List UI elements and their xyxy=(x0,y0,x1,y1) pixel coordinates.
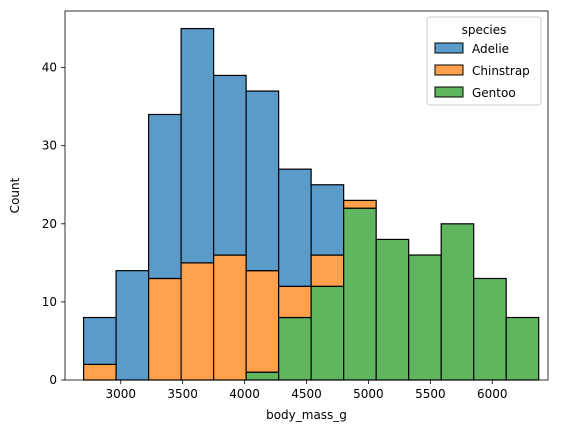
bar-adelie-bin-3 xyxy=(180,27,215,264)
x-tick-label: 5500 xyxy=(415,387,446,401)
y-axis-ticks: 0 10 20 30 40 xyxy=(42,61,65,387)
y-tick-label: 0 xyxy=(49,373,57,387)
adelie-swatch-icon xyxy=(434,42,464,54)
bar-chinstrap-bin-3 xyxy=(180,262,215,381)
x-tick-label: 3000 xyxy=(105,387,136,401)
x-tick-label: 4000 xyxy=(229,387,260,401)
x-axis-ticks: 3000 3500 4000 4500 5000 5500 6000 xyxy=(105,380,508,401)
bar-chinstrap-bin-6 xyxy=(278,285,312,319)
y-tick-label: 40 xyxy=(42,61,57,75)
bar-gentoo-bin-7 xyxy=(310,285,345,381)
y-tick-label: 30 xyxy=(42,139,57,153)
x-tick-label: 3500 xyxy=(167,387,198,401)
bar-chinstrap-bin-0 xyxy=(82,363,117,381)
bar-gentoo-bin-5 xyxy=(245,371,280,381)
bar-gentoo-bin-6 xyxy=(278,316,312,381)
bar-adelie-bin-1 xyxy=(115,270,150,381)
chinstrap-swatch-icon xyxy=(434,64,464,76)
bar-adelie-bin-2 xyxy=(147,113,182,280)
bar-chinstrap-bin-7 xyxy=(310,254,345,287)
legend-entries: Adelie Chinstrap Gentoo xyxy=(434,42,530,100)
legend-label-adelie: Adelie xyxy=(472,42,509,56)
bar-gentoo-bin-11 xyxy=(440,223,475,381)
bar-adelie-bin-6 xyxy=(278,168,312,287)
x-axis-label: body_mass_g xyxy=(266,408,347,422)
bar-adelie-bin-7 xyxy=(310,184,345,256)
legend: species Adelie Chinstrap Gentoo xyxy=(426,16,542,106)
x-tick-label: 6000 xyxy=(477,387,508,401)
legend-label-gentoo: Gentoo xyxy=(472,86,516,100)
bar-chinstrap-bin-2 xyxy=(147,277,182,381)
bar-adelie-bin-0 xyxy=(82,316,117,365)
y-tick-label: 10 xyxy=(42,295,57,309)
gentoo-swatch-icon xyxy=(434,86,464,98)
bar-adelie-bin-5 xyxy=(245,90,280,272)
bar-chinstrap-bin-4 xyxy=(213,254,247,381)
bar-gentoo-bin-13 xyxy=(505,316,540,381)
bar-gentoo-bin-12 xyxy=(473,277,507,381)
legend-title: species xyxy=(462,23,507,37)
bar-gentoo-bin-10 xyxy=(408,254,442,381)
bars-layer xyxy=(82,27,540,381)
y-axis-label: Count xyxy=(8,177,22,213)
bar-gentoo-bin-8 xyxy=(343,207,377,381)
legend-box xyxy=(426,16,542,106)
bar-chinstrap-bin-8 xyxy=(343,199,377,209)
bar-gentoo-bin-9 xyxy=(375,238,410,381)
y-tick-label: 20 xyxy=(42,217,57,231)
bar-adelie-bin-4 xyxy=(213,74,247,256)
legend-label-chinstrap: Chinstrap xyxy=(472,64,530,78)
x-tick-label: 5000 xyxy=(353,387,384,401)
x-tick-label: 4500 xyxy=(291,387,322,401)
bar-chinstrap-bin-5 xyxy=(245,270,280,373)
